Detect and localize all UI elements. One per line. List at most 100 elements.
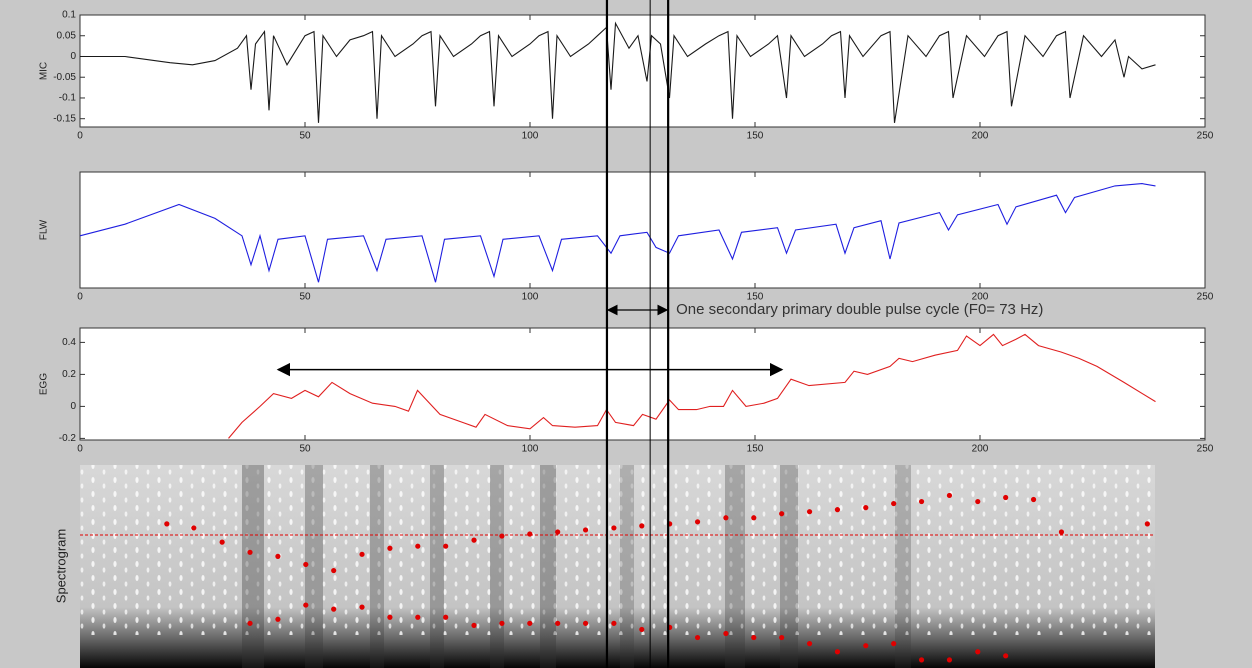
y-tick-label: 0 (70, 401, 76, 412)
formant-point (639, 626, 645, 633)
formant-point (1003, 494, 1009, 501)
formant-point (415, 543, 421, 549)
x-tick-label: 200 (972, 444, 989, 455)
y-tick-label: -0.2 (59, 433, 77, 444)
y-axis-label: Spectrogram (53, 529, 68, 603)
formant-point (247, 549, 253, 555)
y-tick-label: -0.15 (53, 113, 76, 124)
formant-point (975, 649, 981, 655)
formant-point (359, 551, 365, 557)
formant-point (303, 561, 309, 568)
formant-point (471, 622, 477, 628)
formant-point (834, 507, 841, 513)
formant-point (946, 492, 953, 499)
formant-point (164, 521, 170, 527)
formant-point (471, 537, 477, 543)
formant-point (891, 500, 897, 507)
formant-point (331, 567, 337, 574)
x-tick-label: 100 (522, 292, 539, 303)
y-axis-label: FLW (39, 219, 50, 240)
formant-point (1030, 496, 1037, 503)
formant-point (918, 657, 925, 663)
formant-point (806, 641, 813, 647)
formant-point (694, 634, 701, 641)
formant-point (1144, 521, 1150, 527)
formant-point (527, 531, 533, 537)
waveform (79, 183, 1156, 283)
x-tick-label: 100 (522, 131, 539, 142)
x-tick-label: 250 (1197, 444, 1214, 455)
formant-point (891, 641, 897, 647)
plot-area (79, 171, 1206, 289)
y-axis-label: MIC (39, 62, 50, 80)
formant-point (723, 515, 729, 521)
formant-point (247, 620, 253, 626)
formant-point (611, 525, 617, 531)
y-axis-label: EGG (39, 373, 50, 395)
waveform (80, 21, 1156, 123)
y-tick-label: 0.2 (62, 369, 76, 380)
formant-point (219, 539, 225, 545)
formant-point (751, 515, 757, 521)
formant-point (387, 614, 393, 620)
x-tick-label: 150 (747, 131, 764, 142)
annotation: One secondary primary double pulse cycle… (676, 301, 1043, 318)
y-tick-label: -0.05 (53, 72, 76, 83)
formant-point (443, 543, 449, 549)
formant-point (779, 634, 785, 641)
x-tick-label: 100 (522, 444, 539, 455)
y-tick-label: 0.05 (57, 30, 77, 41)
formant-point (555, 620, 561, 626)
x-tick-label: 150 (747, 444, 764, 455)
x-tick-label: 50 (299, 131, 311, 142)
formant-point (863, 505, 869, 511)
formant-point (527, 620, 533, 626)
x-tick-label: 50 (299, 292, 311, 303)
formant-point (555, 529, 561, 535)
formant-point (275, 553, 281, 559)
formant-point (918, 498, 925, 505)
formant-point (834, 649, 841, 655)
formant-point (611, 620, 617, 626)
waveform (228, 333, 1156, 439)
y-tick-label: -0.1 (59, 93, 77, 104)
formant-point (863, 643, 869, 649)
formant-point (443, 614, 449, 620)
x-tick-label: 0 (77, 292, 83, 303)
formant-point (694, 519, 701, 525)
formant-point (303, 602, 309, 608)
formant-point (359, 604, 365, 610)
formant-point (779, 511, 785, 517)
formant-point (415, 614, 421, 620)
x-tick-label: 0 (77, 131, 83, 142)
x-tick-label: 50 (299, 444, 311, 455)
formant-point (1058, 529, 1065, 535)
formant-point (191, 525, 197, 531)
formant-point (387, 545, 393, 551)
formant-point (723, 630, 729, 637)
y-tick-label: 0.4 (62, 337, 76, 348)
x-tick-label: 250 (1197, 292, 1214, 303)
x-tick-label: 200 (972, 292, 989, 303)
spectrogram-image (80, 465, 1155, 668)
y-tick-label: 0.1 (62, 10, 76, 21)
x-tick-label: 250 (1197, 131, 1214, 142)
x-tick-label: 150 (747, 292, 764, 303)
formant-point (499, 620, 505, 626)
formant-point (975, 498, 981, 505)
formant-point (582, 620, 589, 626)
plot-area (79, 14, 1206, 128)
x-tick-label: 0 (77, 444, 83, 455)
formant-point (331, 606, 337, 612)
formant-point (806, 509, 813, 515)
formant-point (582, 527, 589, 533)
formant-point (499, 533, 505, 539)
y-tick-label: 0 (70, 51, 76, 62)
formant-point (275, 616, 281, 622)
x-tick-label: 200 (972, 131, 989, 142)
formant-point (751, 634, 757, 641)
formant-point (1003, 653, 1009, 659)
formant-point (639, 523, 645, 529)
